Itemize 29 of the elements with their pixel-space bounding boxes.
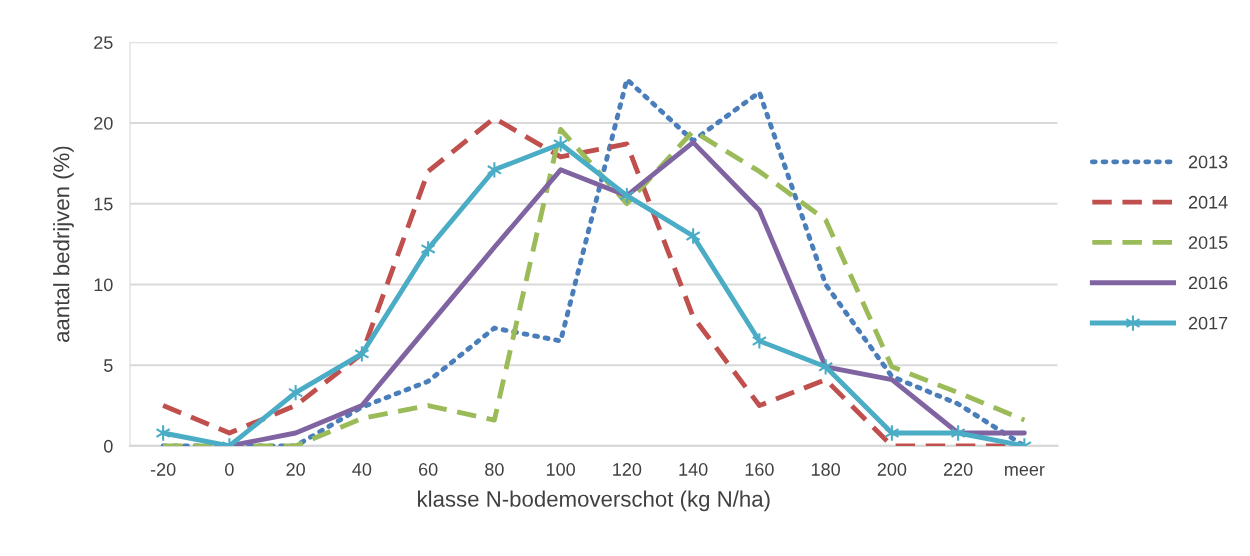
y-tick-label: 15 (94, 197, 113, 211)
legend-label: 2016 (1188, 276, 1228, 290)
x-tick-label: 0 (225, 463, 234, 476)
x-tick-label: 80 (485, 463, 504, 476)
y-tick-label: 10 (94, 278, 113, 292)
x-tick-label: meer (1005, 465, 1045, 476)
x-tick-label: 40 (352, 463, 372, 476)
legend-label: 2017 (1188, 316, 1228, 330)
legend-label: 2015 (1188, 236, 1228, 249)
y-tick-label: 25 (94, 36, 113, 49)
x-tick-label: 200 (877, 463, 907, 476)
point (884, 424, 900, 442)
y-tick-label: 20 (94, 116, 113, 130)
x-tick-label: 120 (613, 463, 642, 476)
y-tick-label: 5 (104, 359, 113, 372)
legend-label: 2014 (1188, 195, 1228, 209)
legend-label: 2013 (1188, 155, 1228, 169)
x-tick-label: 100 (546, 463, 575, 476)
x-tick-label: 180 (811, 463, 840, 476)
x-tick-label: 220 (943, 463, 973, 476)
y-tick-label: 0 (104, 439, 113, 453)
x-tick-label: 60 (419, 463, 438, 476)
x-tick-label: 140 (679, 463, 708, 476)
x-tick-label: 20 (286, 463, 305, 476)
x-axis-title: klasse N-bodemoverschot (kg N/ha) (418, 490, 770, 512)
point (685, 227, 701, 245)
x-tick-label: 160 (745, 463, 774, 476)
y-axis-title: aantal bedrijven (%) (53, 146, 74, 342)
x-tick-label: -20 (150, 463, 176, 476)
